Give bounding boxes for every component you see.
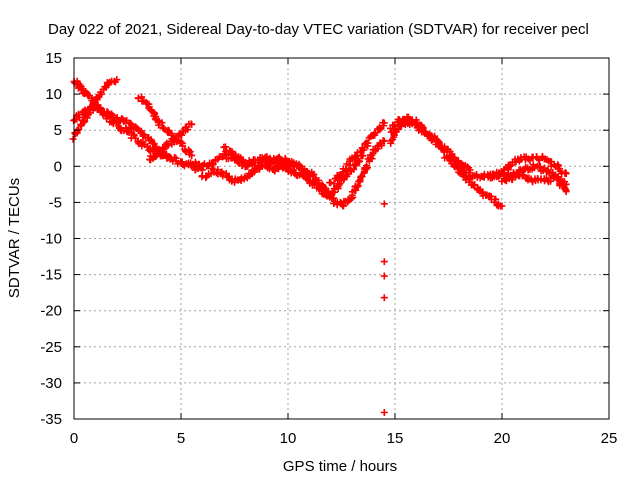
- data-point: [364, 139, 372, 147]
- x-tick-label: 5: [177, 430, 185, 447]
- outlier-point: [380, 409, 388, 417]
- chart-title: Day 022 of 2021, Sidereal Day-to-day VTE…: [48, 21, 589, 38]
- data-point: [537, 176, 545, 184]
- data-point: [80, 107, 88, 115]
- y-tick-label: -15: [40, 267, 62, 284]
- data-point: [451, 154, 459, 162]
- y-tick-label: -20: [40, 303, 62, 320]
- y-tick-label: -10: [40, 231, 62, 248]
- series-track-9: [263, 137, 388, 210]
- data-point: [378, 142, 386, 150]
- data-point: [353, 183, 361, 191]
- series-track-16: [498, 161, 570, 190]
- outlier-point: [380, 200, 388, 208]
- data-points: [69, 76, 570, 417]
- data-point: [371, 129, 379, 137]
- y-tick-label: 0: [54, 158, 62, 175]
- y-tick-label: -30: [40, 375, 62, 392]
- data-point: [164, 142, 172, 150]
- outlier-point: [380, 272, 388, 280]
- data-point: [69, 135, 77, 143]
- series-track-3: [70, 103, 174, 163]
- data-point: [356, 157, 364, 165]
- series-outliers: [380, 200, 388, 417]
- series-track-11: [315, 151, 367, 200]
- x-tick-label: 10: [280, 430, 297, 447]
- x-tick-label: 20: [494, 430, 511, 447]
- x-tick-label: 25: [601, 430, 618, 447]
- data-point: [75, 125, 83, 133]
- data-point: [376, 123, 384, 131]
- data-point: [103, 108, 111, 116]
- data-point: [435, 138, 443, 146]
- data-point: [159, 123, 167, 131]
- data-point: [554, 173, 562, 181]
- data-point: [506, 162, 514, 170]
- data-point: [327, 179, 335, 187]
- data-point: [75, 113, 83, 121]
- data-point: [113, 76, 121, 84]
- data-point: [76, 81, 84, 89]
- data-point: [335, 181, 343, 189]
- data-point: [454, 157, 462, 165]
- data-point: [416, 122, 424, 130]
- y-tick-labels: 15 10 5 0 -5 -10 -15 -20 -25 -30 -35: [40, 50, 62, 428]
- data-point: [184, 126, 192, 134]
- x-tick-labels: 0 5 10 15 20 25: [70, 430, 618, 447]
- data-point: [534, 155, 542, 163]
- series-track-15: [487, 152, 570, 182]
- x-tick-label: 0: [70, 430, 78, 447]
- y-tick-label: -5: [49, 194, 62, 211]
- series-track-4: [134, 93, 196, 159]
- x-tick-label: 15: [387, 430, 404, 447]
- data-point: [127, 121, 135, 129]
- series-track-5: [146, 120, 196, 164]
- data-point: [350, 165, 358, 173]
- data-point: [434, 137, 442, 145]
- data-point: [359, 151, 367, 159]
- data-point: [380, 137, 388, 145]
- tick-marks: [73, 57, 610, 420]
- data-point: [156, 147, 164, 155]
- data-point: [431, 132, 439, 140]
- data-point: [134, 94, 142, 102]
- grid-lines: [74, 58, 609, 419]
- data-point: [561, 169, 569, 177]
- data-point: [179, 142, 187, 150]
- data-point: [562, 188, 570, 196]
- x-axis-label: GPS time / hours: [283, 458, 397, 475]
- data-point: [380, 119, 388, 127]
- y-tick-label: 5: [54, 122, 62, 139]
- data-point: [562, 180, 570, 188]
- outlier-point: [380, 294, 388, 302]
- data-point: [188, 120, 196, 128]
- data-point: [166, 155, 174, 163]
- data-point: [362, 162, 370, 170]
- series-track-13: [386, 116, 474, 174]
- y-tick-label: -25: [40, 339, 62, 356]
- data-point: [109, 111, 117, 119]
- data-point: [562, 170, 570, 178]
- data-point: [153, 151, 161, 159]
- data-point: [188, 151, 196, 159]
- data-point: [452, 162, 460, 170]
- y-tick-label: 10: [45, 86, 62, 103]
- y-axis-label: SDTVAR / TECUs: [6, 178, 23, 298]
- data-point: [356, 148, 364, 156]
- outlier-point: [380, 258, 388, 266]
- data-point: [448, 150, 456, 158]
- data-point: [387, 137, 395, 145]
- y-tick-label: -35: [40, 411, 62, 428]
- data-point: [498, 202, 506, 210]
- y-tick-label: 15: [45, 50, 62, 67]
- data-point: [491, 196, 499, 204]
- data-point: [471, 181, 479, 189]
- data-point: [544, 166, 552, 174]
- series-track-10: [326, 119, 388, 188]
